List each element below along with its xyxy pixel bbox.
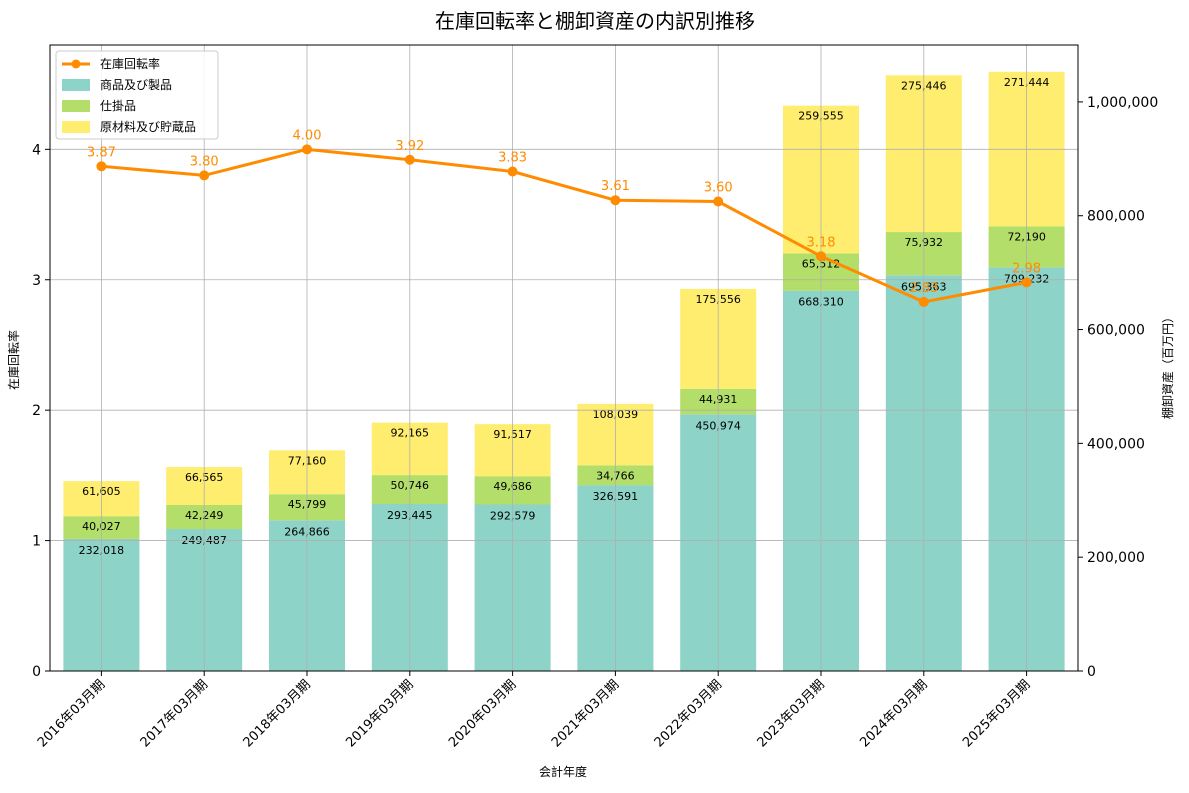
x-tick-label: 2024年03月期 [857, 677, 930, 750]
x-tick-label: 2019年03月期 [343, 677, 416, 750]
y-tick-label-right: 400,000 [1087, 436, 1145, 452]
x-axis-label: 会計年度 [539, 764, 587, 779]
x-tick-label: 2016年03月期 [35, 677, 108, 750]
x-tick-label: 2020年03月期 [446, 677, 519, 750]
turnover-data-label: 3.83 [498, 151, 527, 166]
y-tick-label-left: 1 [32, 534, 41, 550]
legend-swatch [62, 79, 90, 91]
x-tick-label: 2017年03月期 [138, 677, 211, 750]
turnover-data-label: 2.98 [1012, 261, 1041, 276]
turnover-point [713, 196, 724, 207]
plot-frame [49, 44, 1079, 672]
y-tick-label-left: 3 [32, 273, 41, 289]
turnover-point [1021, 277, 1032, 288]
turnover-point [199, 170, 210, 181]
legend-label: 仕掛品 [100, 98, 136, 113]
turnover-point [404, 154, 415, 165]
turnover-data-label: 3.61 [601, 179, 630, 194]
legend-label: 在庫回転率 [100, 56, 160, 71]
legend-label: 商品及び製品 [100, 77, 172, 92]
x-tick-label: 2018年03月期 [241, 677, 314, 750]
x-tick-label: 2025年03月期 [960, 677, 1033, 750]
y-tick-label-left: 0 [32, 664, 41, 680]
y-tick-label-left: 4 [32, 142, 41, 158]
turnover-data-label: 4.00 [293, 128, 322, 143]
turnover-data-label: 3.92 [395, 139, 424, 154]
turnover-data-label: 3.60 [704, 181, 733, 196]
y-tick-label-right: 800,000 [1087, 209, 1145, 225]
turnover-data-label: 3.87 [87, 145, 116, 160]
y-tick-label-right: 200,000 [1087, 550, 1145, 566]
legend-box [55, 50, 219, 140]
legend-line-marker [71, 59, 81, 69]
y-axis-label-left: 在庫回転率 [6, 330, 21, 390]
legend-label: 原材料及び貯蔵品 [100, 120, 196, 134]
turnover-data-label: 2.83 [909, 281, 938, 296]
turnover-point [302, 144, 312, 155]
turnover-point [816, 251, 826, 262]
turnover-point [610, 195, 621, 206]
turnover-point [918, 296, 929, 307]
x-tick-label: 2022年03月期 [652, 677, 725, 750]
legend-swatch [62, 100, 90, 112]
turnover-point [96, 161, 107, 172]
line-layer: 3.87 3.80 4.00 3.92 3.83 3.61 3.60 3.18 2.83 2.98 [87, 128, 1041, 307]
turnover-data-label: 3.80 [190, 154, 219, 169]
turnover-line [101, 147, 1027, 304]
x-tick-label: 2023年03月期 [755, 677, 828, 750]
turnover-data-label: 3.18 [807, 235, 836, 250]
y-axis-label-right: 棚卸資産（百万円） [1160, 311, 1175, 419]
y-tick-label-right: 1,000,000 [1087, 95, 1158, 111]
y-tick-label-right: 600,000 [1087, 323, 1145, 339]
x-tick-label: 2021年03月期 [549, 677, 622, 750]
turnover-point [507, 166, 518, 177]
chart-title: 在庫回転率と棚卸資産の内訳別推移 [435, 9, 755, 33]
y-tick-label-left: 2 [32, 403, 41, 419]
legend-swatch [62, 121, 90, 133]
y-tick-label-right: 0 [1087, 664, 1096, 680]
